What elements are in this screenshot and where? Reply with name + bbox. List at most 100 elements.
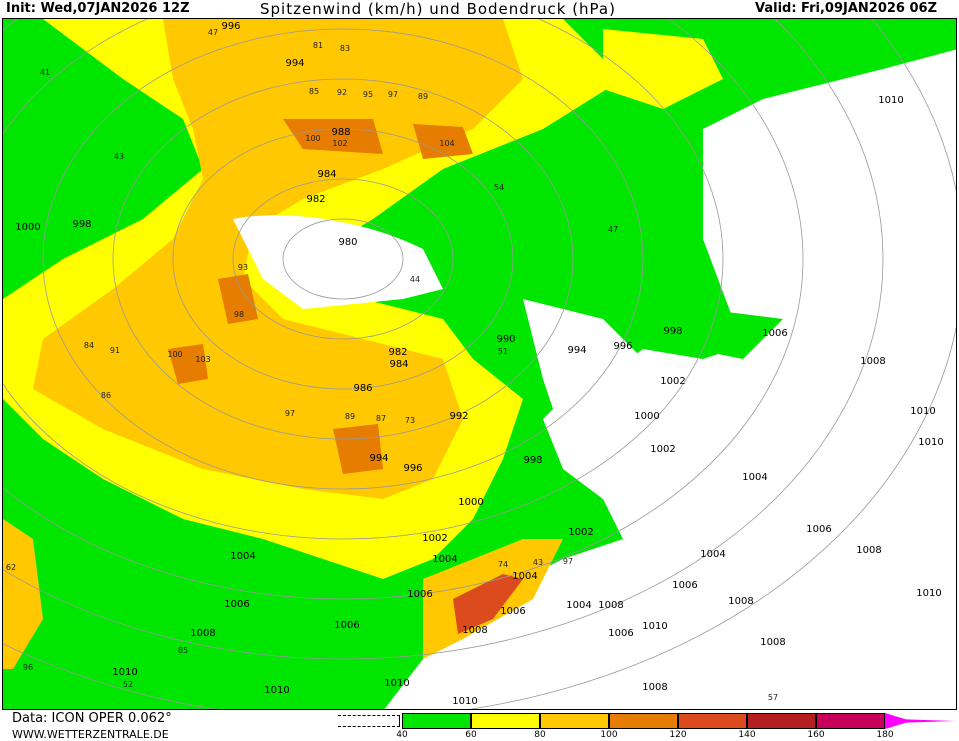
pressure-label: 1006 <box>806 524 831 535</box>
pressure-label: 1004 <box>566 600 591 611</box>
wind-label: 57 <box>768 693 778 702</box>
legend-swatch <box>402 713 471 729</box>
wind-label: 83 <box>340 44 350 53</box>
pressure-label: 1000 <box>458 497 483 508</box>
pressure-label: 998 <box>523 455 542 466</box>
legend-tick: 180 <box>876 730 894 740</box>
pressure-label: 1006 <box>608 628 633 639</box>
pressure-label: 1002 <box>660 376 685 387</box>
legend-tick: 140 <box>738 730 756 740</box>
wind-color-legend: 40 60 80 100 120 140 160 180 <box>338 712 958 741</box>
pressure-label: 1010 <box>642 621 667 632</box>
map-title: Spitzenwind (km/h) und Bodendruck (hPa) <box>260 0 616 18</box>
pressure-label: 1010 <box>878 95 903 106</box>
pressure-label: 992 <box>449 411 468 422</box>
wind-label: 103 <box>195 355 210 364</box>
pressure-label: 1006 <box>500 606 525 617</box>
wind-label: 100 <box>167 350 182 359</box>
pressure-label: 1008 <box>598 600 623 611</box>
wind-label: 93 <box>238 263 248 272</box>
pressure-label: 984 <box>389 359 408 370</box>
init-time: Init: Wed,07JAN2026 12Z <box>6 1 190 16</box>
pressure-label: 1010 <box>264 685 289 696</box>
pressure-label: 1004 <box>742 472 767 483</box>
map-labels: 1010994988984982980998100099698298498699… <box>6 21 944 707</box>
wind-label: 87 <box>376 414 386 423</box>
pressure-label: 1006 <box>334 620 359 631</box>
pressure-label: 1002 <box>422 533 447 544</box>
wind-label: 41 <box>40 68 50 77</box>
wind-label: 85 <box>309 87 319 96</box>
isobars <box>3 19 956 709</box>
pressure-label: 982 <box>388 347 407 358</box>
wind-label: 74 <box>498 560 508 569</box>
legend-swatch <box>885 713 955 729</box>
pressure-label: 994 <box>285 58 304 69</box>
wind-label: 81 <box>313 41 323 50</box>
valid-time: Valid: Fri,09JAN2026 06Z <box>754 1 937 16</box>
legend-swatch <box>609 713 678 729</box>
wind-label: 43 <box>533 558 543 567</box>
pressure-label: 1010 <box>918 437 943 448</box>
wind-label: 84 <box>84 341 94 350</box>
pressure-label: 1008 <box>860 356 885 367</box>
pressure-label: 1002 <box>568 527 593 538</box>
pressure-label: 1010 <box>452 696 477 707</box>
wind-label: 92 <box>337 88 347 97</box>
pressure-label: 1004 <box>700 549 725 560</box>
pressure-label: 1004 <box>230 551 255 562</box>
pressure-label: 1006 <box>224 599 249 610</box>
pressure-label: 1008 <box>190 628 215 639</box>
pressure-label: 1002 <box>650 444 675 455</box>
wind-field: 1010994988984982980998100099698298498699… <box>3 19 956 709</box>
wind-label: 97 <box>285 409 295 418</box>
legend-swatch <box>747 713 816 729</box>
pressure-label: 1010 <box>916 588 941 599</box>
wind-label: 98 <box>234 310 244 319</box>
pressure-label: 1000 <box>634 411 659 422</box>
pressure-label: 998 <box>72 219 91 230</box>
legend-tick: 100 <box>600 730 618 740</box>
legend-swatch <box>471 713 540 729</box>
legend-tick: 60 <box>465 730 477 740</box>
legend-swatch <box>678 713 747 729</box>
pressure-label: 994 <box>369 453 388 464</box>
legend-tick: 160 <box>807 730 825 740</box>
wind-label: 89 <box>345 412 355 421</box>
wind-label: 102 <box>332 139 347 148</box>
pressure-label: 1008 <box>760 637 785 648</box>
wind-label: 97 <box>388 90 398 99</box>
pressure-label: 998 <box>663 326 682 337</box>
pressure-label: 982 <box>306 194 325 205</box>
data-source: Data: ICON OPER 0.062° <box>12 711 172 726</box>
wind-label: 73 <box>405 416 415 425</box>
pressure-label: 1008 <box>642 682 667 693</box>
wind-label: 51 <box>498 347 508 356</box>
wind-label: 85 <box>178 646 188 655</box>
legend-swatch <box>816 713 885 729</box>
wind-label: 95 <box>363 90 373 99</box>
pressure-label: 1008 <box>728 596 753 607</box>
pressure-label: 1004 <box>432 554 457 565</box>
pressure-label: 1006 <box>672 580 697 591</box>
wind-label: 47 <box>208 28 218 37</box>
pressure-label: 986 <box>353 383 372 394</box>
pressure-label: 1000 <box>15 222 40 233</box>
wind-label: 54 <box>494 183 504 192</box>
pressure-label: 1010 <box>384 678 409 689</box>
legend-tick: 40 <box>396 730 408 740</box>
wind-label: 91 <box>110 346 120 355</box>
wind-label: 62 <box>6 563 16 572</box>
pressure-label: 1006 <box>407 589 432 600</box>
pressure-label: 1008 <box>856 545 881 556</box>
wind-label: 97 <box>563 557 573 566</box>
wind-label: 86 <box>101 391 111 400</box>
pressure-label: 984 <box>317 169 336 180</box>
pressure-label: 1010 <box>112 667 137 678</box>
wind-label: 52 <box>123 680 133 689</box>
pressure-label: 994 <box>567 345 586 356</box>
website: WWW.WETTERZENTRALE.DE <box>12 728 169 741</box>
pressure-label: 996 <box>613 341 632 352</box>
pressure-label: 988 <box>331 127 350 138</box>
weather-map[interactable]: 1010 994 988 984 982 980 998 1000 996 982 984 986 99… <box>2 18 957 710</box>
